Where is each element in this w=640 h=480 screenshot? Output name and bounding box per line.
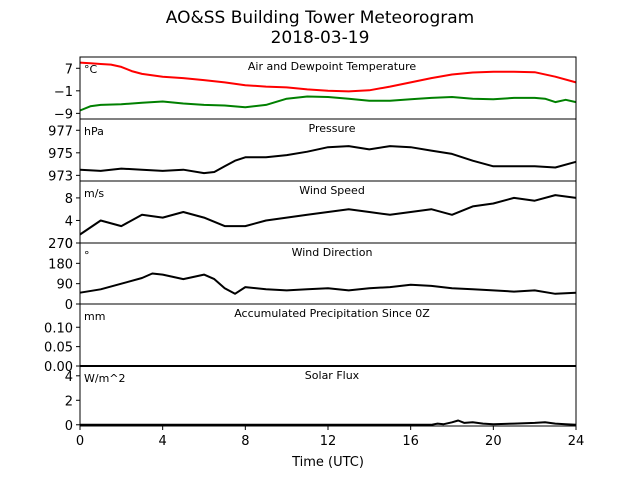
y-tick-label-2: 977 [48, 124, 73, 139]
y-tick-label-3: 8 [65, 192, 73, 207]
unit-label-1: °C [84, 63, 98, 76]
y-tick-label-6: 2 [65, 394, 73, 409]
x-tick-label: 0 [76, 434, 84, 449]
y-tick-label-1: −1 [54, 85, 73, 100]
unit-label-5: mm [84, 310, 105, 323]
panel-title-5: Accumulated Precipitation Since 0Z [234, 307, 430, 320]
unit-label-4: ° [84, 249, 90, 262]
y-tick-label-1: 7 [65, 62, 73, 77]
panel-5: 0.00 0.05 0.10 Accumulated Precipitation Si… [44, 303, 577, 375]
panel-2: 973 975 977 Pressure hPa [48, 118, 577, 184]
figure-title: AO&SS Building Tower Meteorogram [165, 8, 475, 28]
series-line-2-1 [79, 145, 577, 175]
unit-label-2: hPa [84, 125, 104, 138]
x-tick-label: 8 [241, 434, 249, 449]
series-line-1-1 [79, 61, 577, 93]
y-tick-label-1: −9 [54, 107, 73, 122]
y-tick-label-6: 4 [65, 370, 73, 385]
y-tick-label-3: 4 [65, 214, 73, 229]
panel-3: 0 4 8 Wind Speed m/s [65, 180, 577, 252]
y-tick-label-4: 0 [65, 298, 73, 313]
unit-label-6: W/m^2 [84, 372, 126, 385]
x-tick-label: 24 [568, 434, 585, 449]
y-tick-label-4: 90 [56, 278, 73, 293]
panel-6: 0 2 4 Solar Flux W/m^2 [65, 365, 577, 434]
panel-title-6: Solar Flux [305, 369, 360, 382]
panel-title-2: Pressure [309, 122, 356, 135]
panel-title-3: Wind Speed [299, 184, 365, 197]
y-tick-label-5: 0.00 [44, 360, 73, 375]
y-tick-label-3: 0 [65, 237, 73, 252]
series-line-6-1 [80, 419, 577, 426]
y-tick-label-5: 0.10 [44, 321, 73, 336]
panel-title-4: Wind Direction [292, 246, 373, 259]
series-line-1-2 [79, 95, 577, 112]
y-tick-label-4: 270 [48, 237, 73, 252]
y-tick-label-5: 0.05 [44, 341, 73, 356]
figure-date: 2018-03-19 [270, 28, 370, 48]
x-tick-label: 16 [402, 434, 419, 449]
x-tick-label: 12 [320, 434, 337, 449]
x-tick-label: 4 [159, 434, 167, 449]
series-line-4-1 [79, 272, 577, 295]
unit-label-3: m/s [84, 187, 104, 200]
y-tick-label-2: 975 [48, 147, 73, 162]
panel-1: −9 −1 7 Air and Dewpoint Temperature °C [54, 56, 577, 122]
x-tick-label: 20 [485, 434, 502, 449]
y-tick-label-6: 0 [65, 419, 73, 434]
panel-title-1: Air and Dewpoint Temperature [248, 60, 416, 73]
y-tick-label-2: 973 [48, 169, 73, 184]
x-axis-label: Time (UTC) [291, 455, 364, 470]
series-line-3-1 [79, 194, 577, 236]
panel-4: 0 90 180 270 Wind Direction ° [48, 237, 577, 313]
y-tick-label-4: 180 [48, 257, 73, 272]
